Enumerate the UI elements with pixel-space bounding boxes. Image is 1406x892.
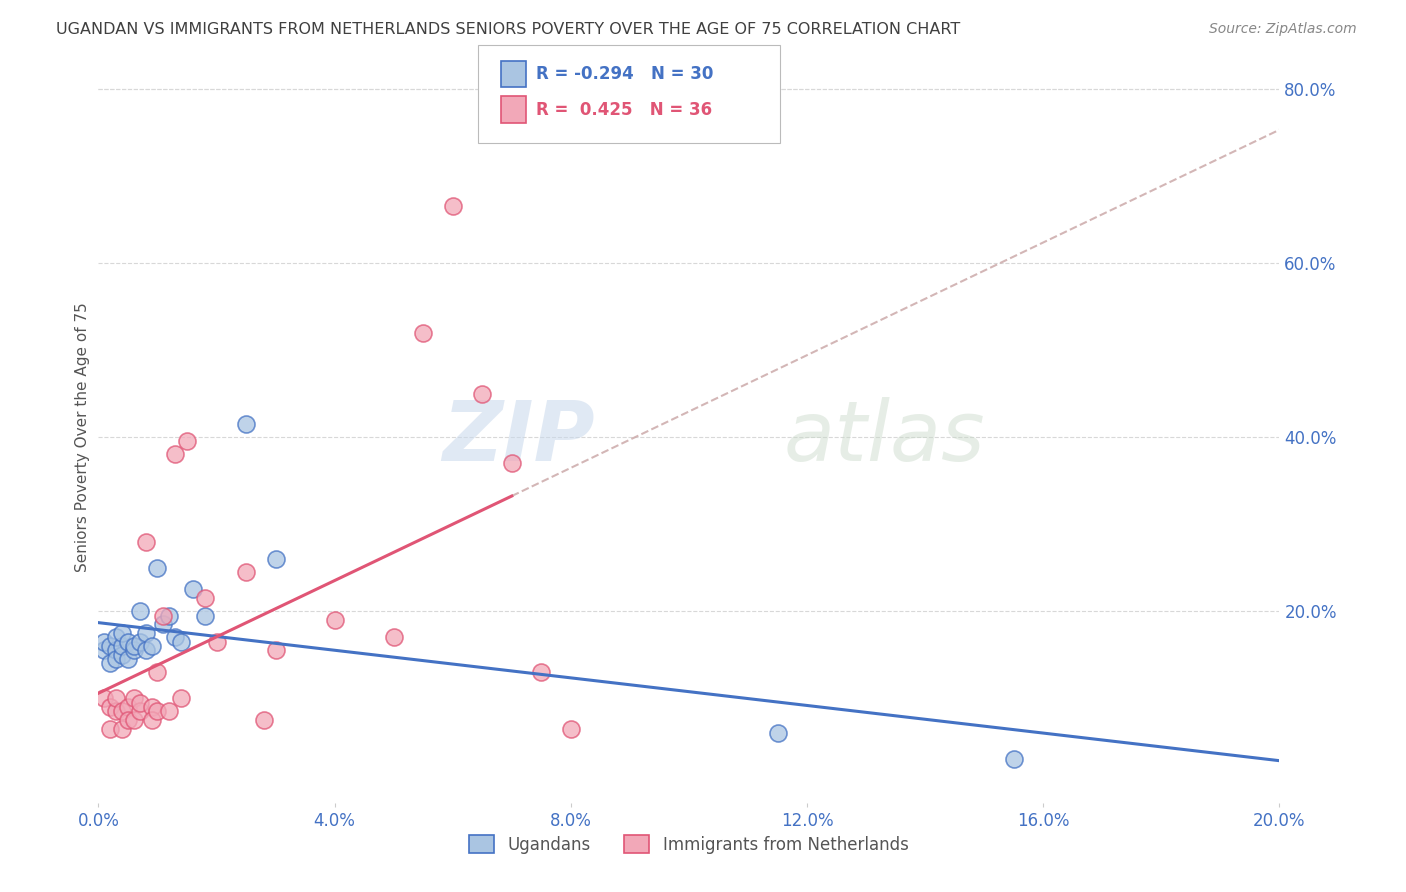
Text: UGANDAN VS IMMIGRANTS FROM NETHERLANDS SENIORS POVERTY OVER THE AGE OF 75 CORREL: UGANDAN VS IMMIGRANTS FROM NETHERLANDS S…: [56, 22, 960, 37]
Point: [382, 631, 405, 645]
Point: [766, 726, 789, 740]
Point: [105, 691, 128, 706]
Point: [105, 705, 128, 719]
Point: [93, 634, 115, 648]
Point: [412, 326, 434, 340]
Point: [128, 634, 150, 648]
Point: [141, 713, 163, 727]
Point: [141, 700, 163, 714]
Point: [128, 705, 150, 719]
Point: [165, 631, 187, 645]
Point: [194, 608, 217, 623]
Point: [141, 639, 163, 653]
Point: [117, 700, 139, 714]
Text: atlas: atlas: [783, 397, 986, 477]
Point: [105, 652, 128, 666]
Point: [560, 722, 582, 736]
Point: [128, 604, 150, 618]
Point: [111, 722, 134, 736]
Legend: Ugandans, Immigrants from Netherlands: Ugandans, Immigrants from Netherlands: [463, 829, 915, 860]
Point: [146, 705, 169, 719]
Point: [111, 705, 134, 719]
Point: [152, 617, 174, 632]
Point: [93, 643, 115, 657]
Point: [323, 613, 346, 627]
Point: [98, 722, 121, 736]
Point: [530, 665, 553, 680]
Point: [205, 634, 228, 648]
Point: [471, 386, 494, 401]
Point: [117, 652, 139, 666]
Point: [157, 705, 180, 719]
Point: [165, 448, 187, 462]
Point: [111, 639, 134, 653]
Point: [98, 657, 121, 671]
Point: [152, 608, 174, 623]
Point: [117, 634, 139, 648]
Point: [135, 626, 157, 640]
Point: [235, 565, 257, 579]
Point: [181, 582, 204, 597]
Text: ZIP: ZIP: [441, 397, 595, 477]
Point: [111, 648, 134, 662]
Point: [98, 700, 121, 714]
Point: [157, 608, 180, 623]
Point: [170, 691, 193, 706]
Point: [135, 534, 157, 549]
Text: Source: ZipAtlas.com: Source: ZipAtlas.com: [1209, 22, 1357, 37]
Point: [176, 434, 198, 449]
Point: [111, 626, 134, 640]
Point: [235, 417, 257, 431]
Point: [98, 639, 121, 653]
Point: [105, 631, 128, 645]
Point: [264, 552, 287, 566]
Point: [146, 560, 169, 574]
Point: [146, 665, 169, 680]
Point: [122, 713, 145, 727]
Text: R =  0.425   N = 36: R = 0.425 N = 36: [536, 101, 711, 119]
Point: [122, 691, 145, 706]
Point: [128, 696, 150, 710]
Point: [122, 639, 145, 653]
Point: [441, 199, 464, 213]
Point: [122, 643, 145, 657]
Point: [264, 643, 287, 657]
Point: [117, 713, 139, 727]
Point: [93, 691, 115, 706]
Point: [135, 643, 157, 657]
Y-axis label: Seniors Poverty Over the Age of 75: Seniors Poverty Over the Age of 75: [75, 302, 90, 572]
Point: [1002, 752, 1025, 766]
Text: R = -0.294   N = 30: R = -0.294 N = 30: [536, 65, 713, 83]
Point: [170, 634, 193, 648]
Point: [501, 456, 523, 470]
Point: [105, 643, 128, 657]
Point: [194, 591, 217, 606]
Point: [253, 713, 276, 727]
